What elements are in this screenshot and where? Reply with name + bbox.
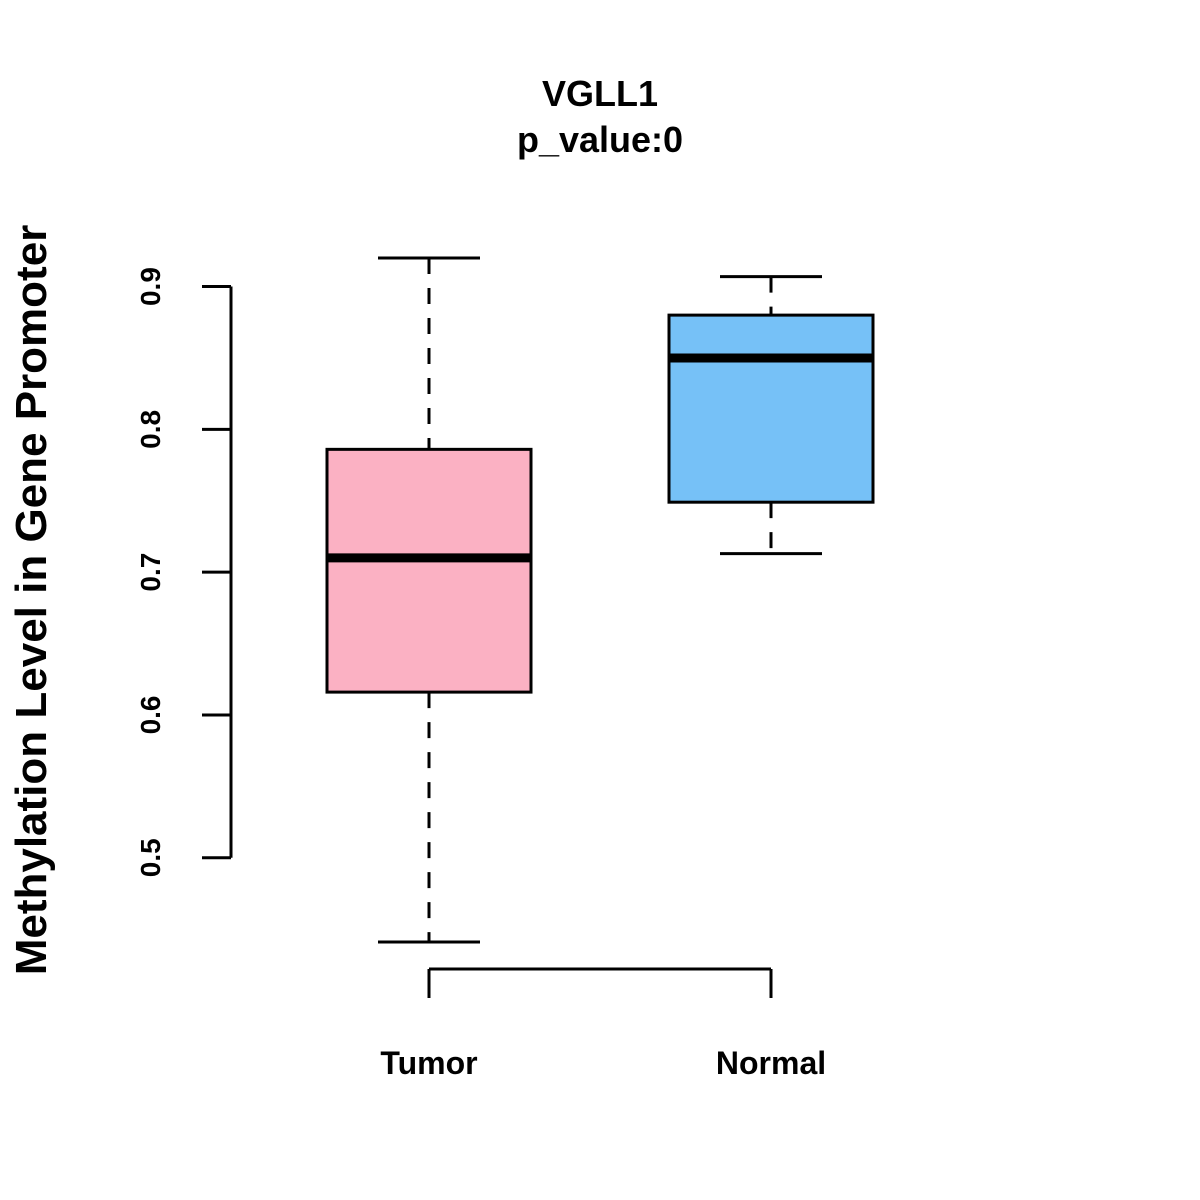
y-tick-label: 0.7 xyxy=(135,553,166,592)
x-tick-label: Normal xyxy=(716,1045,826,1081)
x-tick-label: Tumor xyxy=(380,1045,477,1081)
y-tick-label: 0.6 xyxy=(135,695,166,734)
plot-area: 0.5 0.6 0.7 0.8 0.9 Tumor Normal xyxy=(135,256,875,1081)
box-tumor xyxy=(325,447,533,694)
chart-title: VGLL1 xyxy=(542,73,658,114)
y-tick-label: 0.5 xyxy=(135,838,166,877)
box-normal xyxy=(667,313,875,504)
y-tick-label: 0.8 xyxy=(135,410,166,449)
y-tick-label: 0.9 xyxy=(135,267,166,306)
chart-subtitle: p_value:0 xyxy=(517,119,683,160)
y-axis-label: Methylation Level in Gene Promoter xyxy=(7,225,56,976)
